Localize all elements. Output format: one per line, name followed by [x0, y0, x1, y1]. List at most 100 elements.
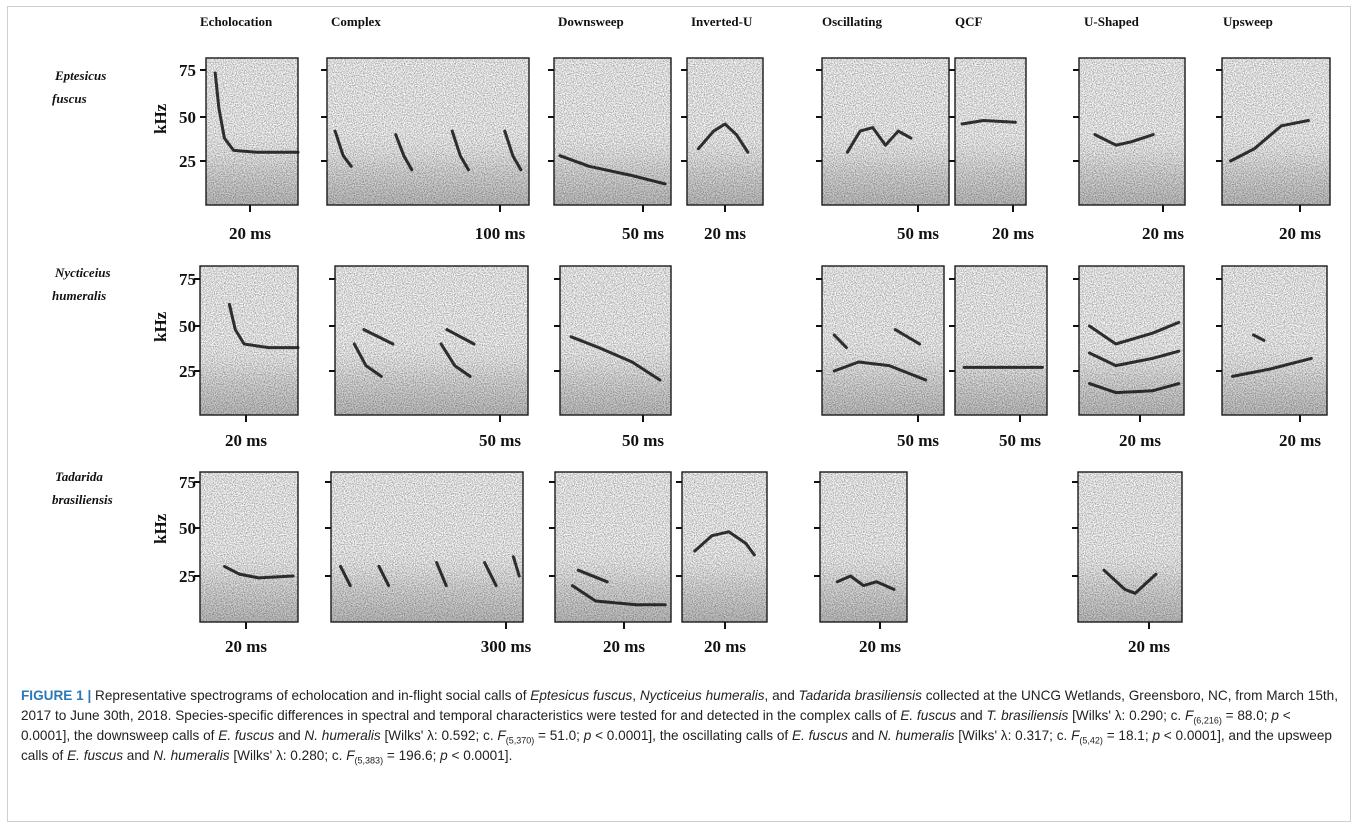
- y-tick-label: 25: [179, 152, 196, 171]
- panel-lowband: [687, 124, 763, 205]
- column-title: Upsweep: [1223, 14, 1273, 29]
- column-title: Downsweep: [558, 14, 624, 29]
- species-label: Nycticeius: [54, 265, 111, 280]
- caption-species: Eptesicus fuscus: [530, 688, 633, 703]
- panel-lowband: [555, 539, 671, 622]
- caption-species: N. humeralis: [878, 728, 955, 743]
- call-contour: [445, 328, 476, 346]
- call-contour: [893, 328, 922, 346]
- y-tick-label: 75: [179, 473, 196, 492]
- caption-text: = 196.6;: [383, 748, 441, 763]
- column-title: Inverted-U: [691, 14, 753, 29]
- y-tick-label: 25: [179, 362, 196, 381]
- panel-lowband: [200, 539, 298, 622]
- caption-text: [Wilks' λ: 0.592; c.: [380, 728, 498, 743]
- panel-border: [199, 265, 299, 416]
- time-scale-label: 20 ms: [704, 224, 746, 243]
- panel-lowband: [206, 124, 298, 205]
- panel-border: [1078, 265, 1185, 416]
- species-label: brasiliensis: [52, 492, 113, 507]
- spectrogram-panel: [194, 471, 299, 623]
- call-contour: [693, 530, 756, 557]
- caption-text: and: [274, 728, 305, 743]
- caption-species: N. humeralis: [304, 728, 381, 743]
- panel-lowband: [335, 333, 528, 415]
- y-axis-label: kHz: [151, 311, 170, 342]
- panel-border: [1077, 471, 1183, 623]
- y-tick-label: 25: [179, 567, 196, 586]
- spectrogram-panel: [814, 471, 908, 623]
- y-tick-label: 50: [179, 317, 196, 336]
- call-contour: [339, 564, 352, 588]
- spectrogram-panel: [1072, 471, 1183, 623]
- call-contour: [227, 302, 300, 350]
- caption-text: collected at the UNCG Wetlands, Greensbo…: [21, 688, 1338, 723]
- time-scale-label: 50 ms: [897, 224, 939, 243]
- time-scale-label: 50 ms: [622, 224, 664, 243]
- call-contour: [1088, 320, 1181, 346]
- time-scale-label: 20 ms: [1119, 431, 1161, 450]
- species-label: Eptesicus: [54, 68, 106, 83]
- column-title: Echolocation: [200, 14, 273, 29]
- y-axis-label: kHz: [151, 103, 170, 134]
- call-contour: [450, 129, 470, 172]
- spectrogram-panel: [200, 57, 300, 206]
- panel-border: [821, 57, 950, 206]
- column-title: Complex: [331, 14, 381, 29]
- panel-border: [819, 471, 908, 623]
- spectrogram-panel: [816, 265, 945, 416]
- caption-stat: p: [583, 728, 592, 743]
- panel-border: [1078, 57, 1186, 206]
- caption-text: < 0.0001], the downsweep calls of: [21, 708, 1291, 743]
- time-scale-label: 20 ms: [225, 637, 267, 656]
- panel-lowband: [820, 539, 907, 622]
- spectrogram-panel: [1073, 265, 1185, 416]
- panel-border: [559, 265, 672, 416]
- panel-border: [954, 265, 1048, 416]
- time-scale-label: 50 ms: [897, 431, 939, 450]
- panel-border: [821, 265, 945, 416]
- caption-species: E. fuscus: [900, 708, 957, 723]
- panel-border: [954, 57, 1027, 206]
- time-scale-label: 20 ms: [1128, 637, 1170, 656]
- panel-lowband: [955, 333, 1047, 415]
- panel-lowband: [327, 124, 529, 205]
- column-title: Oscillating: [822, 14, 882, 29]
- caption-species: T. brasiliensis: [986, 708, 1069, 723]
- panel-lowband: [822, 333, 944, 415]
- species-label: Tadarida: [55, 469, 103, 484]
- panel-border: [334, 265, 529, 416]
- column-title: U-Shaped: [1084, 14, 1140, 29]
- caption-text: [Wilks' λ: 0.280; c.: [229, 748, 347, 763]
- call-contour: [213, 71, 300, 154]
- call-contour: [1229, 119, 1310, 163]
- call-contour: [483, 561, 498, 588]
- time-scale-label: 50 ms: [622, 431, 664, 450]
- caption-stat: p: [440, 748, 448, 763]
- panel-border: [205, 57, 299, 206]
- time-scale-label: 20 ms: [992, 224, 1034, 243]
- panel-border: [330, 471, 524, 623]
- spectrogram-panel: [1216, 265, 1328, 416]
- caption-text: < 0.0001], the oscillating calls of: [591, 728, 792, 743]
- caption-species: N. humeralis: [153, 748, 230, 763]
- call-contour: [570, 584, 667, 607]
- spectrogram-panel: [1073, 57, 1186, 206]
- y-tick-label: 50: [179, 519, 196, 538]
- caption-text: < 0.0001].: [447, 748, 513, 763]
- call-contour: [835, 574, 896, 591]
- call-contour: [1231, 356, 1313, 378]
- call-contour: [435, 561, 448, 588]
- panel-lowband: [1079, 124, 1185, 205]
- panel-lowband: [554, 124, 671, 205]
- caption-text: Representative spectrograms of echolocat…: [91, 688, 531, 703]
- spectrogram-panel: [949, 265, 1048, 416]
- caption-text: and: [123, 748, 154, 763]
- call-contour: [832, 360, 928, 382]
- call-contour: [352, 342, 383, 378]
- call-contour: [377, 564, 391, 588]
- y-tick-label: 75: [179, 61, 196, 80]
- call-contour: [960, 119, 1017, 126]
- call-contour: [696, 122, 750, 154]
- caption-stat: F: [1185, 708, 1194, 723]
